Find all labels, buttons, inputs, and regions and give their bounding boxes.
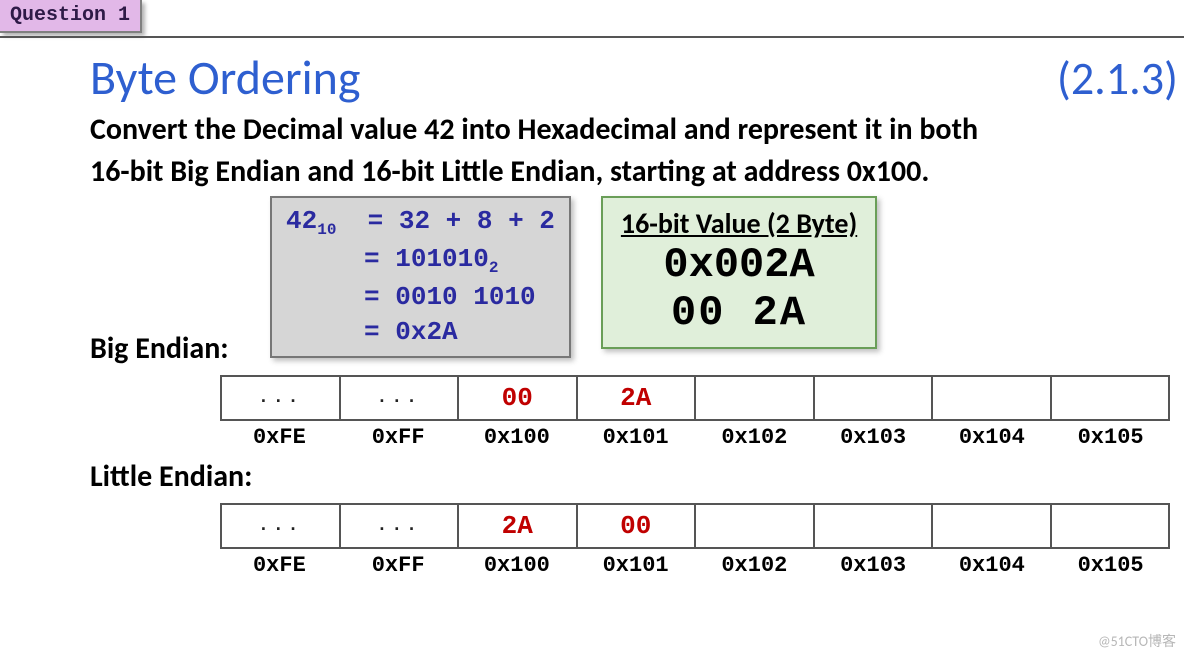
mem-cell — [933, 377, 1052, 419]
mem-addr: 0xFE — [220, 553, 339, 578]
mem-addr: 0x100 — [458, 425, 577, 450]
little-endian-label: Little Endian: — [90, 458, 1184, 495]
mem-cell — [815, 505, 934, 547]
slide-body: Byte Ordering (2.1.3) Convert the Decima… — [0, 38, 1184, 659]
big-addr-row: 0xFE0xFF0x1000x1010x1020x1030x1040x105 — [220, 425, 1170, 450]
little-addr-row: 0xFE0xFF0x1000x1010x1020x1030x1040x105 — [220, 553, 1170, 578]
calc-eq1-rhs: 32 + 8 + 2 — [399, 206, 555, 236]
mem-addr: 0x102 — [695, 553, 814, 578]
mem-addr: 0x103 — [814, 425, 933, 450]
value-box: 16-bit Value (2 Byte) 0x002A 00 2A — [601, 196, 877, 349]
mem-cell — [696, 377, 815, 419]
calc-line3: = 0010 1010 — [286, 280, 555, 315]
calc-eq3: = — [364, 282, 380, 312]
mem-cell: ... — [341, 505, 460, 547]
mem-cell — [815, 377, 934, 419]
mem-cell: 00 — [578, 505, 697, 547]
mem-cell: 2A — [459, 505, 578, 547]
mem-cell — [1052, 505, 1169, 547]
calc-lhs-sub: 10 — [317, 221, 336, 239]
mem-cell: ... — [341, 377, 460, 419]
big-endian-memory: ......002A 0xFE0xFF0x1000x1010x1020x1030… — [220, 375, 1170, 450]
mem-addr: 0x105 — [1051, 425, 1170, 450]
mem-addr: 0xFF — [339, 553, 458, 578]
calc-eq3-rhs: 0010 1010 — [395, 282, 535, 312]
prompt-line1: Convert the Decimal value 42 into Hexade… — [90, 111, 1184, 149]
calc-eq2-rhs: 101010 — [395, 244, 489, 274]
mem-addr: 0x104 — [933, 425, 1052, 450]
calc-lhs: 42 — [286, 206, 317, 236]
little-endian-memory: ......2A00 0xFE0xFF0x1000x1010x1020x1030… — [220, 503, 1170, 578]
calc-eq4-rhs: 0x2A — [395, 317, 457, 347]
value-hex: 0x002A — [621, 241, 857, 289]
mem-addr: 0x105 — [1051, 553, 1170, 578]
calc-line4: = 0x2A — [286, 315, 555, 350]
calc-box: 4210 = 32 + 8 + 2 = 1010102 = 0010 1010 … — [270, 196, 571, 358]
mem-cell: 00 — [459, 377, 578, 419]
mem-cell — [1052, 377, 1169, 419]
little-cells: ......2A00 — [220, 503, 1170, 549]
mem-addr: 0x101 — [576, 425, 695, 450]
mem-cell — [933, 505, 1052, 547]
slide-title: Byte Ordering — [90, 48, 360, 107]
mem-addr: 0x104 — [933, 553, 1052, 578]
prompt-line2: 16-bit Big Endian and 16-bit Little Endi… — [90, 153, 1184, 191]
value-heading: 16-bit Value (2 Byte) — [621, 206, 857, 241]
title-row: Byte Ordering (2.1.3) — [90, 48, 1184, 107]
calc-eq4: = — [364, 317, 380, 347]
mem-addr: 0x101 — [576, 553, 695, 578]
section-ref: (2.1.3) — [1057, 51, 1178, 107]
question-tab: Question 1 — [0, 0, 142, 33]
mem-addr: 0x103 — [814, 553, 933, 578]
mem-addr: 0xFE — [220, 425, 339, 450]
calc-eq2-sub: 2 — [489, 259, 499, 277]
mem-addr: 0x102 — [695, 425, 814, 450]
watermark: @51CTO博客 — [1098, 631, 1176, 651]
calc-line1: 4210 = 32 + 8 + 2 — [286, 204, 555, 242]
mem-cell: ... — [222, 505, 341, 547]
mem-cell — [696, 505, 815, 547]
calc-line2: = 1010102 — [286, 242, 555, 280]
big-cells: ......002A — [220, 375, 1170, 421]
calc-eq1: = — [368, 206, 384, 236]
mem-cell: ... — [222, 377, 341, 419]
mem-cell: 2A — [578, 377, 697, 419]
value-bytes: 00 2A — [621, 289, 857, 337]
mem-addr: 0xFF — [339, 425, 458, 450]
calc-eq2: = — [364, 244, 380, 274]
mem-addr: 0x100 — [458, 553, 577, 578]
